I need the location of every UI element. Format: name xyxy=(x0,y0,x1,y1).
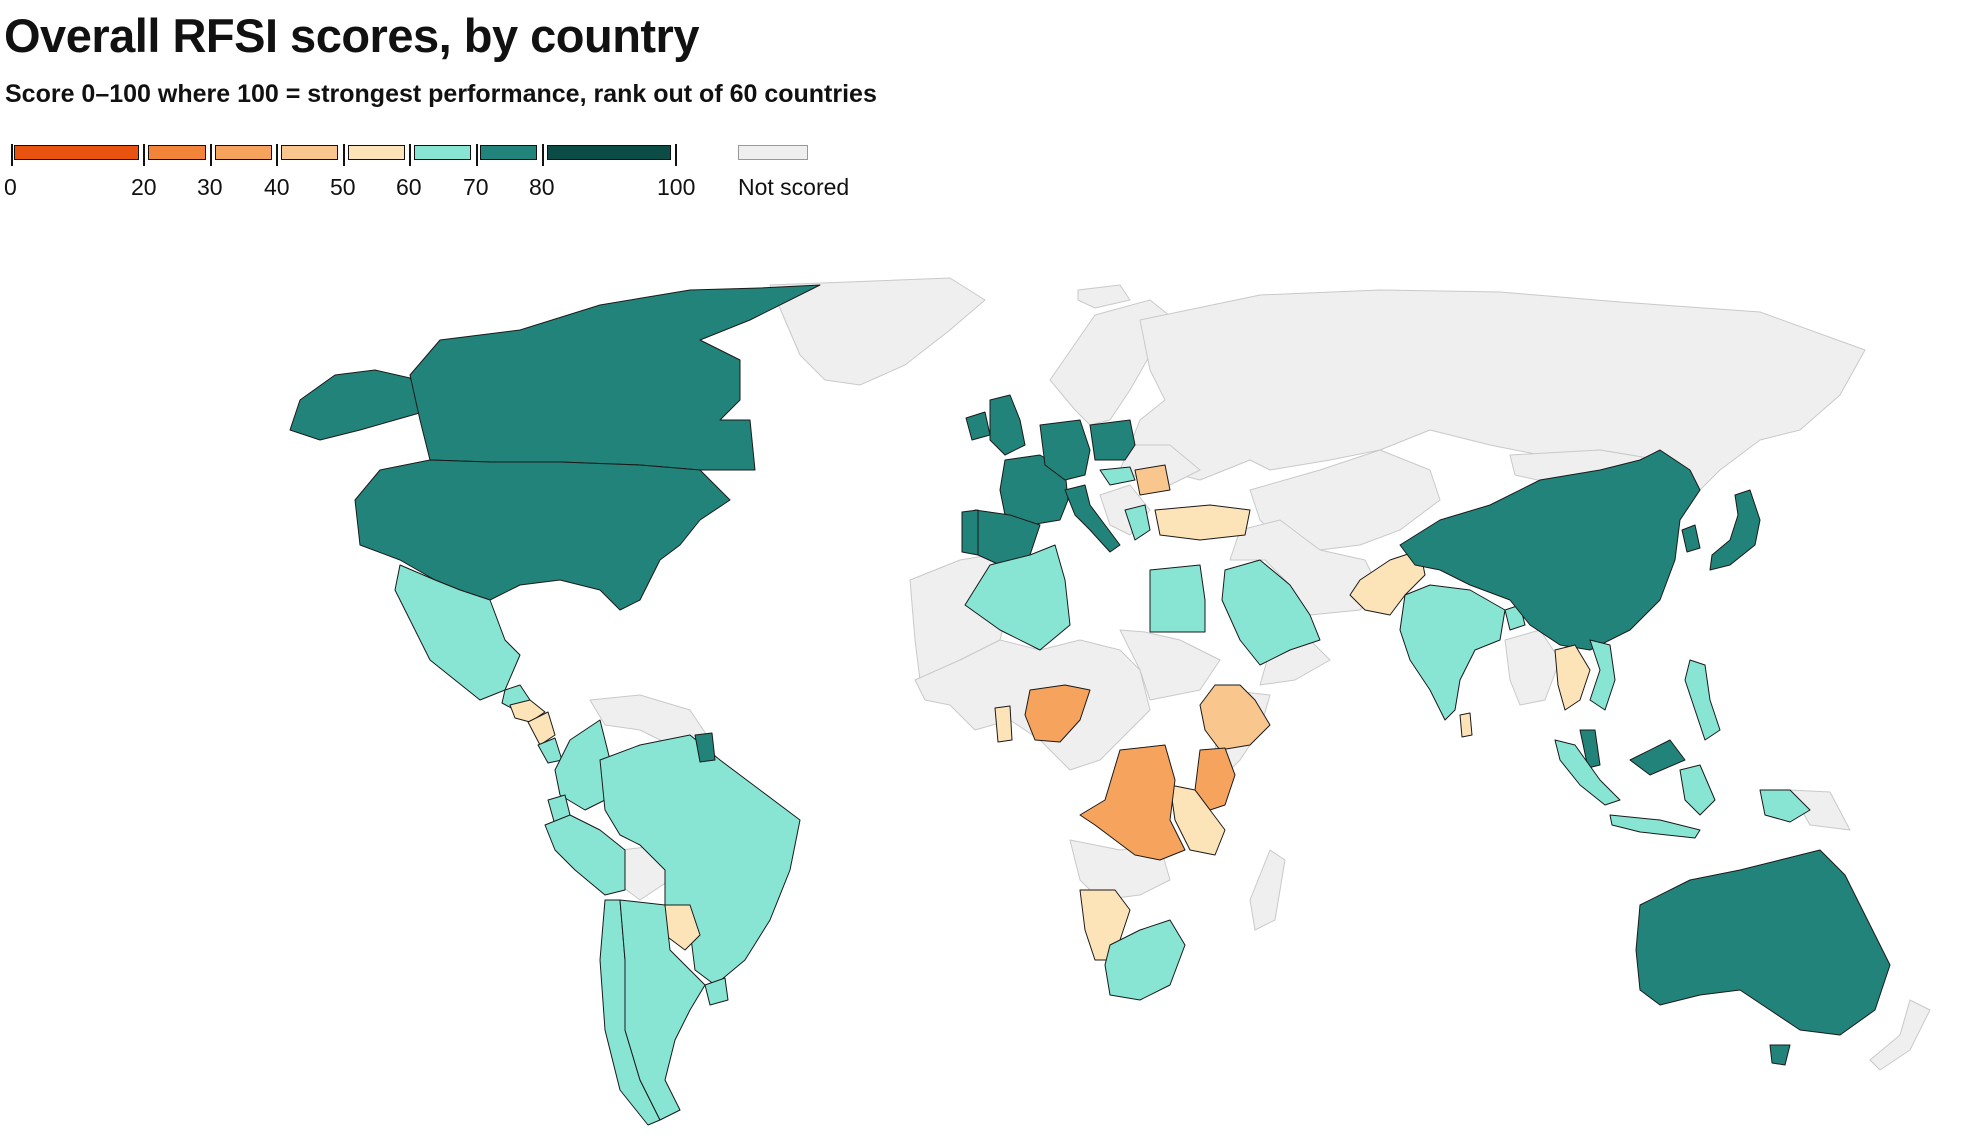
country-dr-congo xyxy=(1079,744,1186,861)
country-nigeria xyxy=(1024,684,1091,743)
country-germany xyxy=(1039,419,1091,481)
country-indonesia xyxy=(1554,739,1811,839)
legend-label-not-scored: Not scored xyxy=(738,174,850,200)
country-south-korea xyxy=(1681,524,1701,553)
map-subtitle: Score 0–100 where 100 = strongest perfor… xyxy=(5,80,877,108)
legend-tick-20 xyxy=(143,144,145,166)
legend-swatch-30-40 xyxy=(215,145,272,160)
country-egypt xyxy=(1149,564,1206,633)
country-ethiopia xyxy=(1199,684,1271,751)
country-united-kingdom xyxy=(989,394,1026,456)
legend-tick-40 xyxy=(276,144,278,166)
legend-swatch-70-80 xyxy=(480,145,537,160)
legend-label-30: 30 xyxy=(197,174,223,200)
country-canada xyxy=(409,284,821,471)
legend-swatch-20-30 xyxy=(148,145,206,160)
country-ghana xyxy=(994,705,1013,743)
country-philippines xyxy=(1684,659,1721,741)
legend-tick-50 xyxy=(343,144,345,166)
legend: 0 20 30 40 50 60 70 80 100 Not scored xyxy=(0,138,900,208)
map-title: Overall RFSI scores, by country xyxy=(4,9,700,62)
legend-label-0: 0 xyxy=(4,174,17,200)
legend-swatch-80-100 xyxy=(547,145,671,160)
land-greenland xyxy=(769,277,986,386)
country-south-africa xyxy=(1104,919,1186,1001)
country-australia xyxy=(1635,849,1891,1066)
country-poland xyxy=(1089,419,1136,461)
country-nicaragua xyxy=(527,711,556,746)
legend-tick-100 xyxy=(675,144,677,166)
legend-swatch-40-50 xyxy=(281,145,338,160)
country-sri-lanka xyxy=(1459,712,1473,738)
country-italy xyxy=(1064,484,1121,553)
country-tanzania xyxy=(1169,784,1226,856)
country-argentina xyxy=(619,899,706,1121)
country-uruguay xyxy=(704,977,729,1006)
legend-tick-0 xyxy=(11,144,13,166)
country-vietnam xyxy=(1589,639,1616,711)
legend-label-20: 20 xyxy=(131,174,157,200)
legend-tick-80 xyxy=(542,144,544,166)
legend-label-40: 40 xyxy=(264,174,290,200)
land-madagascar xyxy=(1249,849,1286,931)
land-new-zealand xyxy=(1869,999,1931,1071)
country-japan xyxy=(1709,489,1761,571)
legend-swatch-0-20 xyxy=(14,145,139,160)
country-alaska xyxy=(289,369,431,441)
country-colombia xyxy=(554,719,611,811)
country-turkey xyxy=(1154,504,1251,541)
legend-swatch-50-60 xyxy=(348,145,405,160)
country-hungary xyxy=(1099,466,1136,486)
country-malaysia xyxy=(1579,729,1686,776)
world-map xyxy=(0,240,1968,1138)
legend-label-60: 60 xyxy=(396,174,422,200)
legend-swatch-not-scored xyxy=(738,145,808,160)
land-russia xyxy=(1129,289,1866,491)
land-central-east-africa xyxy=(1119,629,1221,701)
country-romania xyxy=(1134,464,1171,496)
legend-label-70: 70 xyxy=(463,174,489,200)
country-portugal xyxy=(961,509,979,556)
land-iceland xyxy=(1077,284,1131,309)
country-india xyxy=(1399,584,1506,721)
country-ireland xyxy=(965,411,991,441)
legend-swatch-60-70 xyxy=(414,145,471,160)
legend-tick-30 xyxy=(210,144,212,166)
legend-label-100: 100 xyxy=(657,174,696,200)
land-middle-east xyxy=(1229,519,1381,616)
legend-label-50: 50 xyxy=(330,174,356,200)
country-greece xyxy=(1124,504,1151,541)
country-usa xyxy=(354,459,731,611)
country-french-guiana xyxy=(694,732,716,763)
country-algeria xyxy=(964,544,1071,651)
land-southeast-asia xyxy=(1504,629,1561,706)
country-peru xyxy=(544,814,626,896)
legend-tick-60 xyxy=(409,144,411,166)
country-saudi-arabia xyxy=(1221,559,1321,666)
legend-label-80: 80 xyxy=(529,174,555,200)
country-china xyxy=(1399,449,1701,651)
legend-tick-70 xyxy=(476,144,478,166)
country-thailand xyxy=(1554,644,1591,711)
